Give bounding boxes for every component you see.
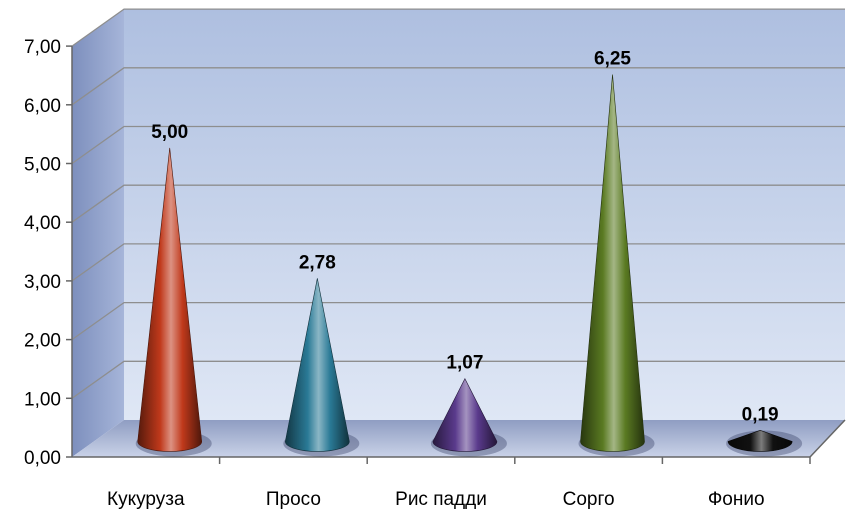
cone-3 [430, 377, 507, 457]
cone-body [137, 147, 203, 452]
cone-body [285, 278, 350, 452]
cone-body [727, 429, 793, 452]
cone-4 [578, 74, 655, 457]
cone-series: 5,00 2,78 1,07 6,25 0,19 [135, 49, 803, 457]
gridline [71, 125, 845, 165]
x-axis: Кукуруза Просо Рис падди Сорго Фонио [107, 457, 811, 510]
cone-2 [283, 278, 360, 457]
y-tick-label: 2,00 [24, 331, 61, 352]
x-tick-label: Фонио [708, 489, 765, 510]
cone-5 [726, 429, 803, 457]
back-wall [124, 9, 845, 420]
x-tick-label: Просо [266, 489, 321, 510]
x-tick-label: Сорго [563, 489, 615, 510]
data-label: 2,78 [299, 252, 336, 273]
y-tick-label: 3,00 [24, 272, 61, 293]
data-label: 1,07 [446, 353, 483, 374]
cone-1 [135, 147, 212, 457]
x-tick-label: Кукуруза [107, 489, 185, 510]
data-label: 5,00 [151, 122, 188, 143]
x-tick-label: Рис падди [395, 489, 487, 510]
y-tick-label: 0,00 [24, 448, 61, 469]
y-tick-label: 6,00 [24, 96, 61, 117]
y-axis: 0,00 1,00 2,00 3,00 4,00 5,00 6,00 7,00 [24, 37, 72, 469]
data-label: 0,19 [742, 404, 779, 425]
y-tick-label: 5,00 [24, 155, 61, 176]
cone-body [432, 377, 498, 452]
chart-plot-area [71, 8, 846, 458]
cone-body [580, 74, 645, 452]
gridline [71, 8, 845, 47]
side-wall [72, 9, 124, 457]
y-tick-label: 7,00 [24, 37, 61, 58]
data-label: 6,25 [594, 49, 631, 70]
floor-edge [809, 419, 846, 458]
gridline [71, 67, 845, 106]
y-tick-label: 1,00 [24, 389, 61, 410]
y-tick-label: 4,00 [24, 213, 61, 234]
